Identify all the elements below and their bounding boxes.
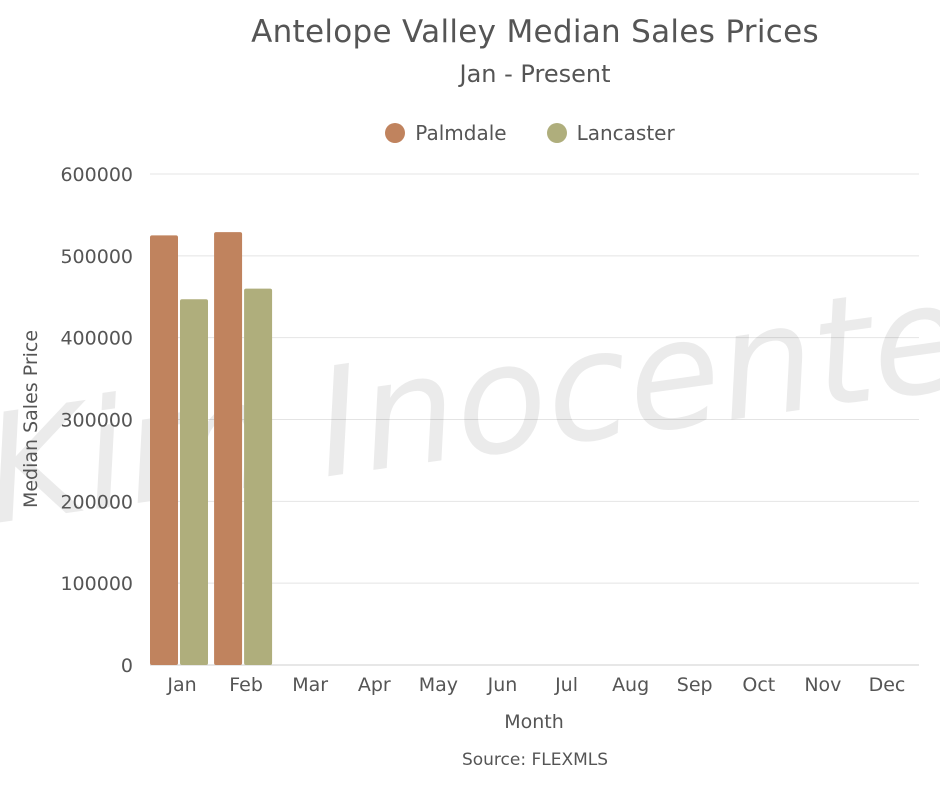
y-tick-label-300000: 300000 [60,410,133,432]
y-axis-title: Median Sales Price [20,330,42,508]
x-tick-label-may: May [419,674,458,696]
x-axis-title: Month [504,711,564,733]
legend-label-palmdale: Palmdale [415,121,507,145]
x-tick-label-jun: Jun [487,674,518,696]
legend-label-lancaster: Lancaster [576,121,675,145]
x-tick-label-oct: Oct [742,674,775,696]
legend-item-palmdale[interactable]: Palmdale [385,121,507,145]
y-tick-label-400000: 400000 [60,328,133,350]
x-tick-label-dec: Dec [869,674,906,696]
x-tick-label-mar: Mar [292,674,328,696]
source-note: Source: FLEXMLS [461,750,609,770]
y-tick-label-500000: 500000 [60,246,133,268]
x-tick-label-feb: Feb [229,674,263,696]
y-tick-label-100000: 100000 [60,573,133,595]
bar-palmdale-jan[interactable] [150,235,178,665]
x-tick-label-jul: Jul [554,674,578,696]
y-tick-label-600000: 600000 [60,164,133,186]
x-tick-label-sep: Sep [677,674,713,696]
watermark: Kim Inocente [0,249,940,559]
y-tick-label-0: 0 [121,655,133,677]
y-tick-label-200000: 200000 [60,491,133,513]
bars [150,232,273,665]
chart-subtitle: Jan - Present [459,60,611,88]
x-tick-label-jan: Jan [166,674,196,696]
legend-item-lancaster[interactable]: Lancaster [546,121,675,145]
x-tick-label-apr: Apr [358,674,391,696]
bar-lancaster-feb[interactable] [244,288,273,665]
watermark-text: Kim Inocente [0,249,940,559]
legend: Palmdale Lancaster [0,121,940,145]
bar-lancaster-jan[interactable] [180,299,208,665]
gridlines [150,173,919,666]
chart-title: Antelope Valley Median Sales Prices [251,14,819,50]
axes: 0 100000 200000 300000 400000 500000 600000 Jan… [60,164,905,696]
bar-palmdale-feb[interactable] [214,232,243,665]
legend-swatch-palmdale [385,123,406,143]
x-tick-label-nov: Nov [804,674,841,696]
legend-swatch-lancaster [546,123,567,143]
x-tick-label-aug: Aug [612,674,649,696]
